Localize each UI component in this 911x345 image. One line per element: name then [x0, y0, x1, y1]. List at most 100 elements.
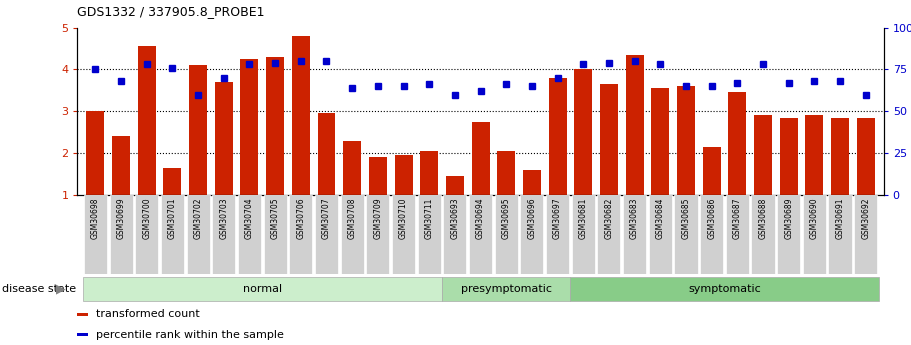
Bar — [831, 118, 849, 195]
Bar — [780, 118, 798, 195]
Text: GSM30705: GSM30705 — [271, 197, 280, 239]
FancyBboxPatch shape — [315, 195, 338, 274]
Text: ▶: ▶ — [56, 282, 66, 295]
Text: GSM30681: GSM30681 — [578, 197, 588, 239]
FancyBboxPatch shape — [598, 195, 620, 274]
Text: GSM30709: GSM30709 — [374, 197, 383, 239]
Bar — [215, 82, 233, 195]
Text: GSM30687: GSM30687 — [732, 197, 742, 239]
FancyBboxPatch shape — [777, 195, 800, 274]
Text: GSM30688: GSM30688 — [759, 197, 767, 239]
FancyBboxPatch shape — [84, 195, 107, 274]
Text: GSM30692: GSM30692 — [861, 197, 870, 239]
Text: GSM30706: GSM30706 — [296, 197, 305, 239]
Text: GSM30685: GSM30685 — [681, 197, 691, 239]
Text: GSM30686: GSM30686 — [707, 197, 716, 239]
Bar — [394, 155, 413, 195]
Bar — [292, 36, 310, 195]
Bar — [189, 65, 207, 195]
Bar — [369, 157, 387, 195]
FancyBboxPatch shape — [83, 277, 442, 302]
Bar — [163, 168, 181, 195]
Text: GSM30697: GSM30697 — [553, 197, 562, 239]
Text: GSM30684: GSM30684 — [656, 197, 665, 239]
Text: GSM30701: GSM30701 — [168, 197, 177, 239]
Bar — [548, 78, 567, 195]
Text: GSM30710: GSM30710 — [399, 197, 408, 239]
Text: GSM30695: GSM30695 — [502, 197, 511, 239]
Text: GSM30702: GSM30702 — [194, 197, 202, 239]
Text: GSM30707: GSM30707 — [322, 197, 331, 239]
Bar — [445, 176, 464, 195]
Bar — [497, 151, 516, 195]
FancyBboxPatch shape — [495, 195, 517, 274]
FancyBboxPatch shape — [855, 195, 877, 274]
FancyBboxPatch shape — [366, 195, 389, 274]
Text: GSM30700: GSM30700 — [142, 197, 151, 239]
FancyBboxPatch shape — [828, 195, 852, 274]
Bar — [626, 55, 643, 195]
FancyBboxPatch shape — [546, 195, 569, 274]
FancyBboxPatch shape — [649, 195, 671, 274]
Text: GSM30694: GSM30694 — [476, 197, 485, 239]
Bar — [112, 136, 130, 195]
Text: GSM30691: GSM30691 — [835, 197, 844, 239]
Text: GSM30682: GSM30682 — [604, 197, 613, 239]
Text: GSM30699: GSM30699 — [117, 197, 126, 239]
FancyBboxPatch shape — [444, 195, 466, 274]
Text: transformed count: transformed count — [96, 309, 200, 319]
Bar — [87, 111, 105, 195]
FancyBboxPatch shape — [161, 195, 184, 274]
FancyBboxPatch shape — [341, 195, 363, 274]
Bar — [677, 86, 695, 195]
Text: GSM30698: GSM30698 — [91, 197, 100, 239]
FancyBboxPatch shape — [187, 195, 210, 274]
Text: GSM30711: GSM30711 — [425, 197, 434, 239]
FancyBboxPatch shape — [135, 195, 159, 274]
Text: percentile rank within the sample: percentile rank within the sample — [96, 330, 283, 340]
FancyBboxPatch shape — [803, 195, 826, 274]
Bar — [651, 88, 670, 195]
Bar — [420, 151, 438, 195]
Bar — [600, 84, 618, 195]
FancyBboxPatch shape — [623, 195, 646, 274]
FancyBboxPatch shape — [417, 195, 441, 274]
Text: presymptomatic: presymptomatic — [461, 284, 552, 294]
Bar — [574, 69, 592, 195]
Bar — [805, 116, 824, 195]
Bar — [728, 92, 746, 195]
FancyBboxPatch shape — [392, 195, 415, 274]
Text: GSM30708: GSM30708 — [348, 197, 357, 239]
FancyBboxPatch shape — [263, 195, 287, 274]
FancyBboxPatch shape — [570, 277, 878, 302]
FancyBboxPatch shape — [674, 195, 698, 274]
Bar — [266, 57, 284, 195]
Bar — [318, 114, 335, 195]
Bar — [702, 147, 721, 195]
FancyBboxPatch shape — [726, 195, 749, 274]
FancyBboxPatch shape — [700, 195, 723, 274]
Text: GDS1332 / 337905.8_PROBE1: GDS1332 / 337905.8_PROBE1 — [77, 5, 265, 18]
Text: GSM30690: GSM30690 — [810, 197, 819, 239]
Text: GSM30704: GSM30704 — [245, 197, 254, 239]
Text: GSM30689: GSM30689 — [784, 197, 793, 239]
FancyBboxPatch shape — [752, 195, 774, 274]
Bar — [138, 47, 156, 195]
FancyBboxPatch shape — [238, 195, 261, 274]
Bar — [241, 59, 259, 195]
Bar — [523, 170, 541, 195]
Bar — [856, 118, 875, 195]
Text: disease state: disease state — [2, 284, 76, 294]
Text: GSM30683: GSM30683 — [630, 197, 640, 239]
FancyBboxPatch shape — [442, 277, 570, 302]
FancyBboxPatch shape — [469, 195, 492, 274]
Bar — [472, 122, 489, 195]
Text: GSM30696: GSM30696 — [527, 197, 537, 239]
Text: GSM30703: GSM30703 — [220, 197, 229, 239]
Bar — [754, 116, 772, 195]
FancyBboxPatch shape — [212, 195, 235, 274]
Text: GSM30693: GSM30693 — [450, 197, 459, 239]
Bar — [343, 140, 361, 195]
FancyBboxPatch shape — [572, 195, 595, 274]
FancyBboxPatch shape — [290, 195, 312, 274]
